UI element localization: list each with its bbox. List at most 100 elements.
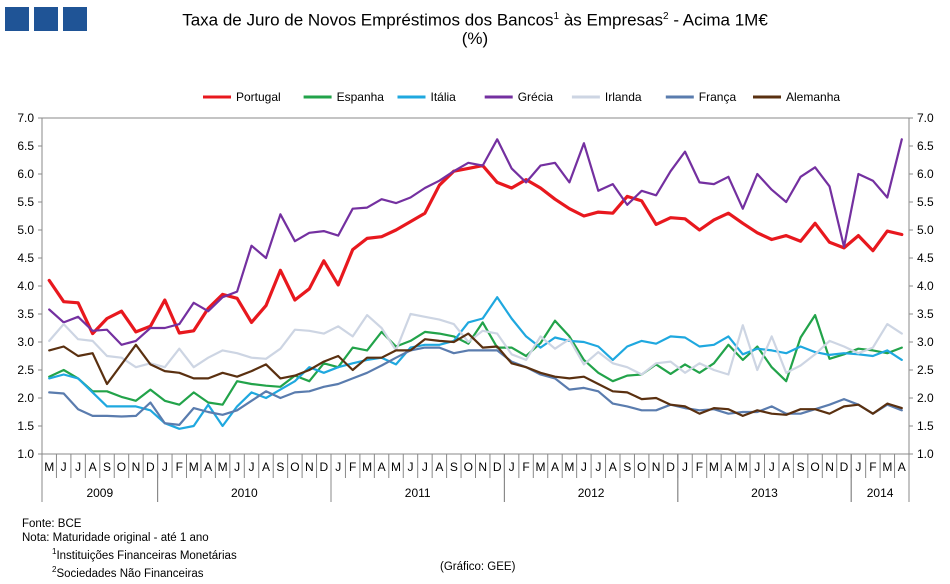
month-label: J — [234, 460, 240, 474]
month-label: A — [898, 460, 906, 474]
month-label: S — [623, 460, 631, 474]
y-tick-label-right: 6.0 — [917, 167, 934, 181]
month-label: A — [89, 460, 97, 474]
note-2: 2Sociedades Não Financeiras — [22, 563, 237, 581]
month-label: A — [204, 460, 212, 474]
month-label: S — [103, 460, 111, 474]
y-tick-label-left: 5.5 — [17, 195, 34, 209]
y-tick-label-left: 5.0 — [17, 223, 34, 237]
series-line-portugal — [47, 164, 904, 336]
legend-label: Grécia — [518, 90, 554, 104]
legend-label: Irlanda — [605, 90, 642, 104]
month-label: A — [551, 460, 559, 474]
month-label: J — [61, 460, 67, 474]
month-label: N — [132, 460, 141, 474]
month-label: S — [797, 460, 805, 474]
series-line-itália — [48, 296, 903, 430]
series-line-grécia — [48, 138, 903, 346]
year-label: 2014 — [867, 486, 894, 500]
y-tick-label-left: 2.0 — [17, 391, 34, 405]
month-label: A — [378, 460, 386, 474]
month-label: M — [536, 460, 546, 474]
month-label: S — [276, 460, 284, 474]
series-line-alemanha — [48, 332, 903, 417]
title-main: Taxa de Juro de Novos Empréstimos dos Ba… — [182, 10, 554, 30]
logo-square — [34, 7, 58, 31]
month-label: O — [290, 460, 299, 474]
month-label: D — [840, 460, 849, 474]
month-label: J — [509, 460, 515, 474]
y-tick-label-right: 1.5 — [917, 419, 934, 433]
month-label: S — [450, 460, 458, 474]
y-tick-label-left: 3.5 — [17, 307, 34, 321]
month-label: D — [319, 460, 328, 474]
month-label: J — [754, 460, 760, 474]
y-tick-label-left: 4.0 — [17, 279, 34, 293]
month-label: F — [869, 460, 876, 474]
month-label: O — [464, 460, 473, 474]
legend-label: Itália — [431, 90, 457, 104]
month-label: J — [682, 460, 688, 474]
note-1-text: Instituições Financeiras Monetárias — [56, 549, 237, 562]
logo — [5, 7, 87, 31]
month-label: D — [666, 460, 675, 474]
month-label: F — [696, 460, 703, 474]
chart-legend: Portugal Espanha Itália Grécia Irlanda França… — [203, 90, 840, 104]
y-tick-label-right: 3.0 — [917, 335, 934, 349]
month-label: M — [362, 460, 372, 474]
month-label: M — [709, 460, 719, 474]
y-tick-label-right: 6.5 — [917, 139, 934, 153]
y-tick-label-right: 4.5 — [917, 251, 934, 265]
y-tick-label-right: 2.0 — [917, 391, 934, 405]
note-2-sup: 2 — [52, 564, 57, 574]
year-label: 2010 — [231, 486, 258, 500]
month-label: A — [724, 460, 732, 474]
month-label: A — [609, 460, 617, 474]
month-label: M — [564, 460, 574, 474]
legend-label: Alemanha — [786, 90, 840, 104]
month-label: A — [782, 460, 790, 474]
month-label: D — [493, 460, 502, 474]
month-label: J — [581, 460, 587, 474]
y-tick-label-left: 1.0 — [17, 447, 34, 461]
month-label: F — [349, 460, 356, 474]
month-label: J — [855, 460, 861, 474]
y-tick-label-right: 4.0 — [917, 279, 934, 293]
y-tick-label-right: 2.5 — [917, 363, 934, 377]
legend-label: Portugal — [236, 90, 281, 104]
month-label: J — [249, 460, 255, 474]
month-label: F — [522, 460, 529, 474]
y-tick-label-left: 1.5 — [17, 419, 34, 433]
month-label: J — [595, 460, 601, 474]
note-text: Nota: Maturidade original - até 1 ano — [22, 532, 209, 544]
month-label: A — [262, 460, 270, 474]
y-tick-label-left: 2.5 — [17, 363, 34, 377]
month-label: O — [637, 460, 646, 474]
month-label: A — [435, 460, 443, 474]
legend-label: França — [699, 90, 737, 104]
y-tick-label-left: 7.0 — [17, 111, 34, 125]
logo-square — [5, 7, 29, 31]
month-label: O — [117, 460, 126, 474]
month-label: M — [391, 460, 401, 474]
month-label: O — [810, 460, 819, 474]
month-label: N — [652, 460, 661, 474]
year-label: 2013 — [751, 486, 778, 500]
month-label: M — [738, 460, 748, 474]
series-line-irlanda — [48, 312, 903, 376]
title-sup-2: 2 — [663, 11, 669, 22]
month-label: M — [218, 460, 228, 474]
y-tick-label-right: 7.0 — [917, 111, 934, 125]
logo-square — [63, 7, 87, 31]
note-1: 1Instituições Financeiras Monetárias — [22, 545, 237, 563]
note-2-text: Sociedades Não Financeiras — [56, 567, 204, 580]
month-label: M — [882, 460, 892, 474]
title-sup-1: 1 — [553, 11, 560, 22]
title-mid: às Empresas — [559, 10, 664, 30]
graph-credit: (Gráfico: GEE) — [440, 561, 516, 573]
y-tick-label-left: 4.5 — [17, 251, 34, 265]
year-label: 2011 — [405, 486, 431, 500]
y-tick-label-left: 3.0 — [17, 335, 34, 349]
source-text: Fonte: BCE — [22, 518, 82, 530]
